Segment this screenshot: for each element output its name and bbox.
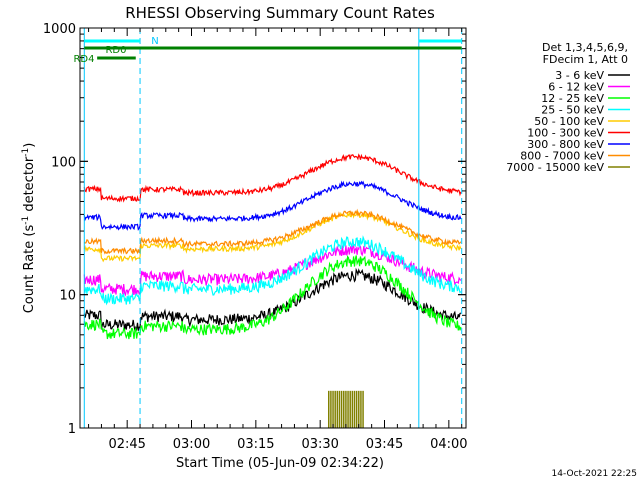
- rd4-label: RD4: [73, 54, 94, 65]
- legend-label: 50 - 100 keV: [534, 115, 604, 128]
- y-axis-label-group: Count Rate (s-1 detector-1): [21, 143, 37, 314]
- marker-layer: [83, 28, 463, 428]
- chart-title: RHESSI Observing Summary Count Rates: [125, 4, 435, 22]
- legend-header-line-2: FDecim 1, Att 0: [543, 53, 628, 66]
- x-tick-label: 04:00: [430, 437, 467, 452]
- x-tick-label: 03:30: [301, 437, 338, 452]
- x-tick-label: 03:15: [237, 437, 274, 452]
- x-tick-label: 03:00: [173, 437, 210, 452]
- x-tick-label: 02:45: [108, 437, 145, 452]
- legend-label: 100 - 300 keV: [527, 127, 604, 140]
- series-line-7: [83, 180, 462, 231]
- night-label: N: [151, 36, 158, 47]
- series-line-2: [83, 243, 462, 297]
- y-axis-label: Count Rate (s-1 detector-1): [21, 143, 37, 314]
- rd0-label: RD0: [105, 45, 126, 56]
- legend-label: 800 - 7000 keV: [520, 150, 604, 163]
- x-tick-label: 03:45: [366, 437, 403, 452]
- series-line-8: [83, 208, 462, 255]
- y-tick-label: 100: [51, 155, 76, 170]
- legend-label: 7000 - 15000 keV: [506, 161, 604, 174]
- legend-label: 6 - 12 keV: [548, 81, 604, 94]
- legend-header-line-1: Det 1,3,4,5,6,9,: [542, 41, 628, 54]
- plot-frame: [79, 27, 467, 429]
- legend-label: 300 - 800 keV: [527, 138, 604, 151]
- series-line-3: [83, 255, 462, 340]
- y-tick-label: 1000: [43, 22, 76, 37]
- legend-label: 25 - 50 keV: [541, 104, 604, 117]
- legend-label: 12 - 25 keV: [541, 92, 604, 105]
- series-line-5: [83, 210, 462, 263]
- y-tick-label: 1: [68, 422, 76, 437]
- data-layer: [83, 153, 462, 428]
- x-axis-label: Start Time (05-Jun-09 02:34:22): [176, 456, 384, 471]
- y-tick-label: 10: [59, 289, 76, 304]
- timestamp: 14-Oct-2021 22:25: [552, 469, 637, 479]
- series-line-4: [83, 235, 462, 306]
- tick-layer: 1 10 100 1000 02:45 03:00 03:15 03:30 03:45 04:00: [43, 22, 468, 452]
- legend-label: 3 - 6 keV: [555, 69, 604, 82]
- series-line-6: [83, 153, 462, 203]
- legend: Det 1,3,4,5,6,9, FDecim 1, Att 0 3 - 6 k…: [506, 41, 630, 174]
